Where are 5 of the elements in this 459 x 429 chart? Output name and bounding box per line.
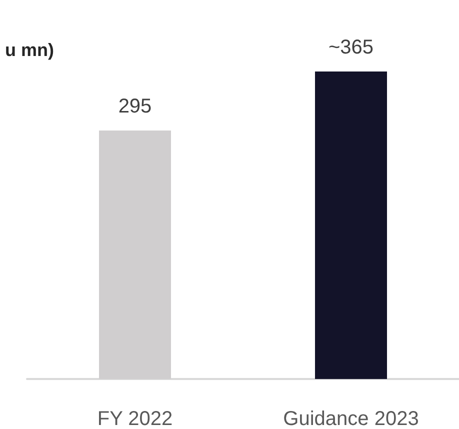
x-tick-label: FY 2022 xyxy=(97,408,173,429)
data-label: ~365 xyxy=(328,36,374,58)
x-tick-label: Guidance 2023 xyxy=(283,408,419,429)
data-label: 295 xyxy=(118,95,152,118)
chart-title: u mn) xyxy=(5,40,54,60)
